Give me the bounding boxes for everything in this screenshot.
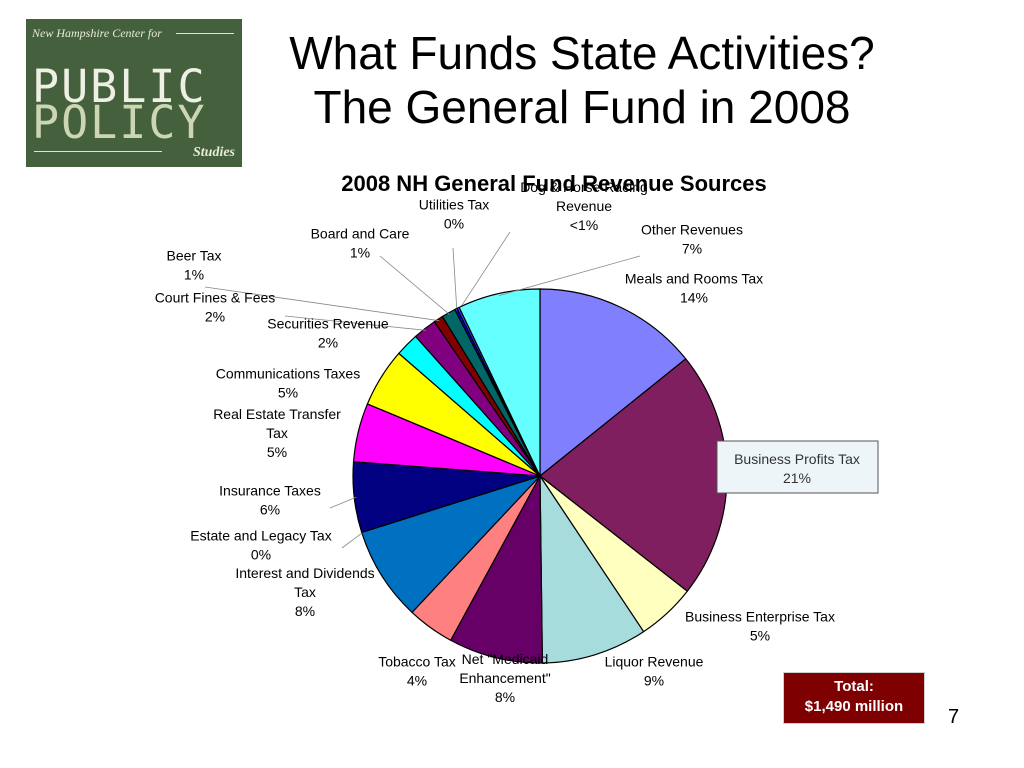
slide-title-line-2: The General Fund in 2008 [313,81,851,133]
slice-label-board-and-care: Board and Care 1% [311,226,410,261]
center-logo: New Hampshire Center for PUBLIC POLICY S… [26,19,242,167]
slice-label-real-estate-transfer-tax: Real Estate Transfer Tax 5% [213,406,341,460]
slice-label-communications-taxes: Communications Taxes 5% [216,366,360,401]
label-box-business-profits-tax [716,440,879,494]
slice-label-business-profits-tax: Business Profits Tax 21% [734,451,860,486]
slice-label-tobacco-tax: Tobacco Tax 4% [378,654,456,689]
slice-label-interest-and-dividends-tax: Interest and Dividends Tax 8% [235,565,374,619]
slice-label-dog-horse-racing-revenue: Dog & Horse Racing Revenue <1% [520,179,648,233]
logo-rule-top [176,33,234,34]
slice-label-business-enterprise-tax: Business Enterprise Tax 5% [685,609,835,644]
slice-label-net-medicaid-enhancement: Net "Medicaid Enhancement" 8% [459,651,550,705]
slice-label-liquor-revenue: Liquor Revenue 9% [605,654,704,689]
leader-line-dog-horse-racing-revenue [458,231,511,310]
slice-label-estate-and-legacy-tax: Estate and Legacy Tax 0% [190,528,331,563]
leader-line-other-revenues [498,255,641,296]
pie-slice-net-medicaid-enhancement [449,473,543,664]
slide-title-line-1: What Funds State Activities? [289,27,875,79]
leader-line-court-fines-fees [284,315,427,331]
leader-line-utilities-tax [452,247,458,311]
total-label: Total: [834,678,874,695]
leader-line-insurance-taxes [329,496,357,509]
logo-word-policy: POLICY [32,96,207,149]
slide-title: What Funds State Activities? The General… [252,26,912,134]
logo-rule-bottom [34,151,162,152]
leader-line-beer-tax [204,286,440,322]
slice-label-insurance-taxes: Insurance Taxes 6% [219,483,321,518]
slice-label-utilities-tax: Utilities Tax 0% [419,197,490,232]
slice-label-securities-revenue: Securities Revenue 2% [267,316,389,351]
total-box: Total: $1,490 million [783,672,925,724]
pie-slice-meals-and-rooms-tax [539,288,687,478]
slice-label-other-revenues: Other Revenues 7% [641,222,743,257]
leader-line-board-and-care [379,255,450,315]
page-number: 7 [948,706,960,728]
total-value: $1,490 million [804,698,904,715]
pie-slice-liquor-revenue [539,473,645,664]
pie-slice-other-revenues [458,288,541,477]
logo-word-public: PUBLIC [32,60,207,113]
slice-label-court-fines-fees: Court Fines & Fees 2% [155,290,276,325]
pie-slice-interest-and-dividends-tax [360,474,543,614]
chart-title: 2008 NH General Fund Revenue Sources [341,171,767,196]
logo-bottom-text: Studies [192,145,235,160]
logo-top-text: New Hampshire Center for [32,26,162,40]
slice-label-meals-and-rooms-tax: Meals and Rooms Tax 14% [625,271,763,306]
slice-label-beer-tax: Beer Tax 1% [167,248,222,283]
leader-line-estate-and-legacy-tax [341,531,364,549]
